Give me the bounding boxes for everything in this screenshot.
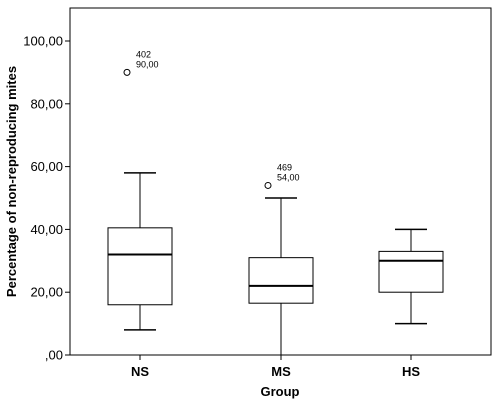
y-tick-label: ,00 (45, 348, 63, 363)
box-hs (378, 228, 444, 325)
x-tick-label: HS (402, 364, 420, 379)
x-axis-title: Group (261, 384, 300, 399)
y-tick-label: 40,00 (30, 222, 63, 237)
iqr-box (107, 227, 173, 306)
outlier-case-label: 402 (136, 49, 151, 59)
y-tick-label: 20,00 (30, 285, 63, 300)
x-tick-label: NS (131, 364, 149, 379)
y-tick-label: 60,00 (30, 159, 63, 174)
y-tick-label: 80,00 (30, 96, 63, 111)
y-axis-title: Percentage of non-reproducing mites (4, 66, 19, 297)
iqr-box (248, 257, 314, 304)
y-tick-label: 100,00 (23, 34, 63, 49)
x-axis: NS MS HS (131, 355, 420, 379)
y-axis: ,00 20,00 40,00 60,00 80,00 100,00 (23, 34, 70, 363)
outlier-value-label: 54,00 (277, 172, 300, 182)
x-tick-label: MS (271, 364, 291, 379)
iqr-box (378, 250, 444, 293)
outlier-point (264, 181, 272, 189)
outlier-case-label: 469 (277, 162, 292, 172)
outlier-point (123, 68, 131, 76)
outlier-value-label: 90,00 (136, 59, 159, 69)
